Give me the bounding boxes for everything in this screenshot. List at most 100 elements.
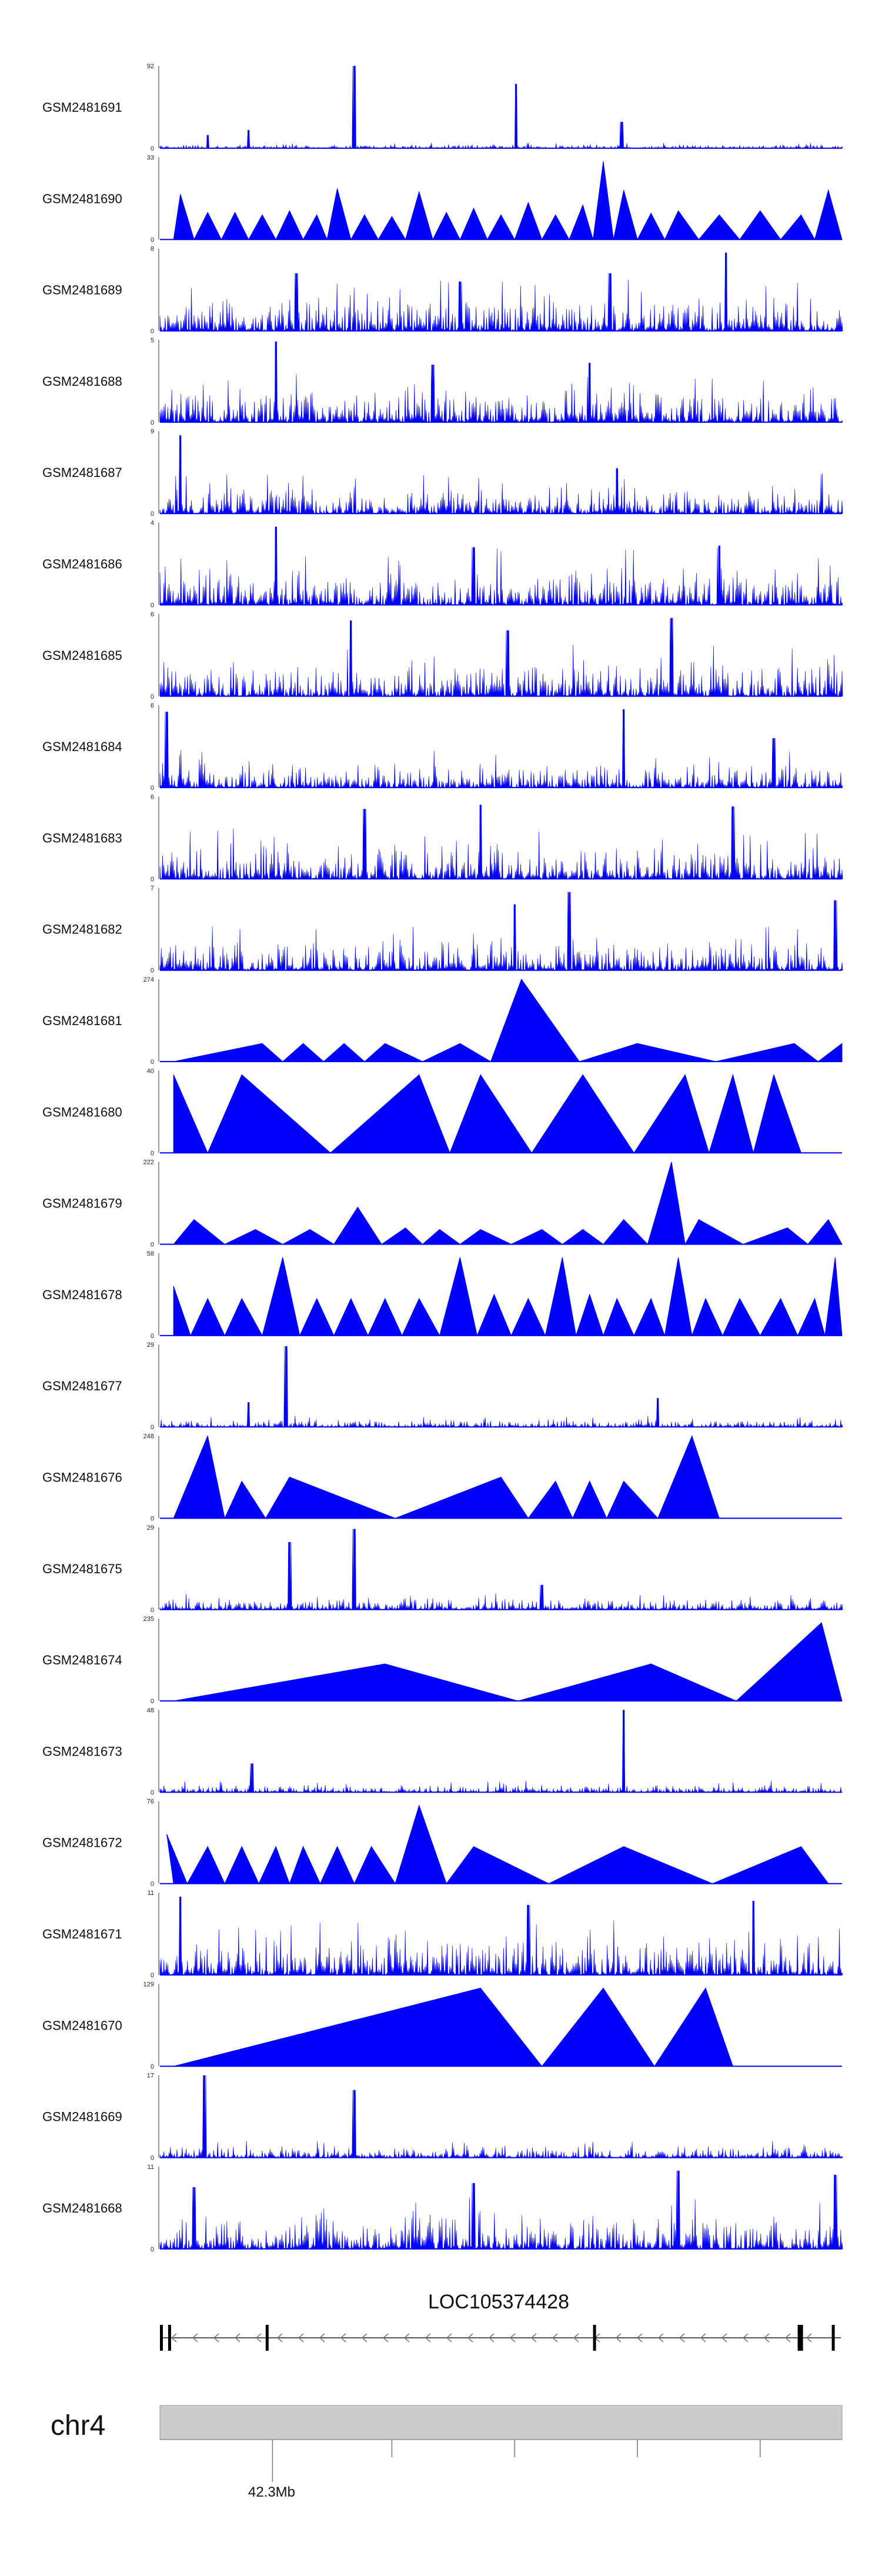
gene-exon bbox=[797, 2325, 803, 2351]
gene-name-label: LOC105374428 bbox=[428, 2291, 569, 2313]
y-axis-max-tick: 222 bbox=[143, 1159, 154, 1166]
coverage-area bbox=[159, 341, 843, 423]
track-sample-label: GSM2481680 bbox=[42, 1105, 122, 1119]
track-GSM2481670: GSM2481670 129 0 bbox=[42, 1981, 842, 2070]
coverage-area bbox=[173, 978, 843, 1062]
y-axis-min-tick: 0 bbox=[151, 419, 154, 426]
strand-arrow bbox=[784, 2333, 791, 2343]
strand-arrow bbox=[615, 2333, 622, 2343]
y-axis-max-tick: 248 bbox=[143, 1433, 154, 1440]
track-sample-label: GSM2481687 bbox=[42, 465, 122, 480]
coverage-area bbox=[159, 1710, 843, 1793]
coverage-area bbox=[159, 2170, 843, 2250]
y-axis-min-tick: 0 bbox=[151, 1059, 154, 1066]
strand-arrow bbox=[721, 2333, 727, 2343]
y-axis-max-tick: 274 bbox=[143, 976, 154, 983]
track-GSM2481669: GSM2481669 17 0 bbox=[42, 2073, 843, 2162]
y-axis-min-tick: 0 bbox=[151, 145, 154, 152]
y-axis-max-tick: 11 bbox=[148, 1890, 154, 1897]
track-sample-label: GSM2481671 bbox=[42, 1927, 122, 1941]
track-sample-label: GSM2481669 bbox=[42, 2110, 122, 2124]
strand-arrow bbox=[509, 2333, 516, 2343]
y-axis-min-tick: 0 bbox=[151, 510, 154, 518]
strand-arrow bbox=[488, 2333, 495, 2343]
y-axis-max-tick: 7 bbox=[151, 885, 154, 892]
coverage-area bbox=[159, 1346, 843, 1428]
chromosome-name-label: chr4 bbox=[51, 2410, 105, 2441]
strand-arrow bbox=[340, 2333, 346, 2343]
track-GSM2481686: GSM2481686 4 0 bbox=[42, 520, 843, 609]
strand-arrow bbox=[192, 2333, 198, 2343]
strand-arrow bbox=[700, 2333, 706, 2343]
y-axis-min-tick: 0 bbox=[151, 693, 154, 700]
coverage-area bbox=[159, 252, 843, 332]
strand-arrow bbox=[255, 2333, 262, 2343]
strand-arrow bbox=[213, 2333, 219, 2343]
track-GSM2481687: GSM2481687 9 0 bbox=[42, 428, 843, 518]
y-axis-max-tick: 4 bbox=[151, 520, 154, 527]
track-sample-label: GSM2481685 bbox=[42, 648, 122, 663]
strand-arrow bbox=[446, 2333, 452, 2343]
track-GSM2481681: GSM2481681 274 0 bbox=[42, 976, 843, 1066]
track-GSM2481688: GSM2481688 5 0 bbox=[42, 337, 843, 426]
y-axis-max-tick: 6 bbox=[151, 611, 154, 618]
strand-arrow bbox=[382, 2333, 389, 2343]
y-axis-max-tick: 40 bbox=[147, 1067, 154, 1075]
coverage-area bbox=[159, 618, 843, 697]
y-axis-max-tick: 29 bbox=[147, 1342, 154, 1349]
track-sample-label: GSM2481688 bbox=[42, 374, 122, 389]
coverage-area bbox=[173, 1987, 734, 2067]
strand-arrow bbox=[742, 2333, 749, 2343]
track-sample-label: GSM2481684 bbox=[42, 739, 122, 754]
coverage-area bbox=[159, 892, 843, 971]
coverage-area bbox=[159, 805, 843, 880]
strand-arrow bbox=[298, 2333, 304, 2343]
gene-model-track: LOC105374428 bbox=[160, 2291, 841, 2351]
strand-arrow bbox=[425, 2333, 431, 2343]
y-axis-max-tick: 17 bbox=[147, 2073, 154, 2080]
strand-arrow bbox=[763, 2333, 770, 2343]
strand-arrow bbox=[361, 2333, 368, 2343]
gene-exon bbox=[593, 2325, 596, 2351]
strand-arrow bbox=[806, 2333, 812, 2343]
gene-exon bbox=[831, 2325, 835, 2351]
track-sample-label: GSM2481676 bbox=[42, 1470, 122, 1485]
y-axis-min-tick: 0 bbox=[151, 236, 154, 243]
track-sample-label: GSM2481668 bbox=[42, 2201, 122, 2215]
track-sample-label: GSM2481670 bbox=[42, 2018, 122, 2033]
strand-arrow bbox=[276, 2333, 283, 2343]
track-sample-label: GSM2481672 bbox=[42, 1836, 122, 1850]
y-axis-min-tick: 0 bbox=[151, 967, 154, 975]
y-axis-min-tick: 0 bbox=[151, 876, 154, 883]
strand-arrow bbox=[467, 2333, 473, 2343]
track-GSM2481676: GSM2481676 248 0 bbox=[42, 1433, 842, 1523]
strand-arrow bbox=[679, 2333, 685, 2343]
track-GSM2481677: GSM2481677 29 0 bbox=[42, 1342, 843, 1431]
coverage-area bbox=[159, 709, 843, 789]
y-axis-max-tick: 48 bbox=[147, 1707, 154, 1714]
track-GSM2481673: GSM2481673 48 0 bbox=[42, 1707, 843, 1796]
y-axis-min-tick: 0 bbox=[151, 1242, 154, 1249]
strand-arrow bbox=[403, 2333, 410, 2343]
y-axis-min-tick: 0 bbox=[151, 1424, 154, 1431]
y-axis-min-tick: 0 bbox=[151, 328, 154, 335]
strand-arrow bbox=[234, 2333, 240, 2343]
y-axis-min-tick: 0 bbox=[151, 1333, 154, 1340]
y-axis-min-tick: 0 bbox=[151, 2155, 154, 2162]
gene-exon bbox=[168, 2325, 171, 2351]
coverage-area bbox=[173, 1622, 843, 1701]
y-axis-max-tick: 76 bbox=[147, 1798, 154, 1806]
track-GSM2481690: GSM2481690 33 0 bbox=[42, 154, 843, 243]
y-axis-max-tick: 92 bbox=[147, 63, 154, 70]
track-sample-label: GSM2481686 bbox=[42, 557, 122, 572]
y-axis-max-tick: 5 bbox=[151, 337, 154, 344]
track-sample-label: GSM2481678 bbox=[42, 1287, 122, 1302]
track-sample-label: GSM2481691 bbox=[42, 100, 122, 115]
coverage-area bbox=[159, 2075, 843, 2158]
strand-arrow bbox=[573, 2333, 579, 2343]
y-axis-min-tick: 0 bbox=[151, 2246, 154, 2253]
coverage-area bbox=[173, 161, 843, 241]
chromosome-ideogram: chr4 42.3Mb bbox=[51, 2405, 843, 2500]
coverage-area bbox=[159, 65, 843, 149]
